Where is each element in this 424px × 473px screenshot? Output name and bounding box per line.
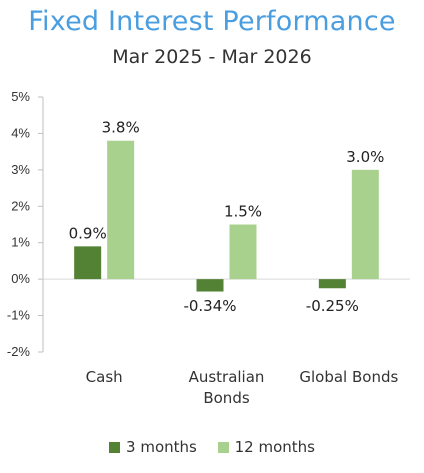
chart-title: Fixed Interest Performance	[28, 6, 396, 37]
legend-item-12-months: 12 months	[217, 438, 315, 456]
data-label: 3.0%	[346, 148, 384, 166]
legend-item-3-months: 3 months	[109, 438, 197, 456]
x-category-label: Australian Bonds	[189, 368, 265, 407]
bar-3-months	[74, 246, 102, 280]
x-category-label: Global Bonds	[299, 368, 398, 386]
chart-subtitle: Mar 2025 - Mar 2026	[112, 46, 312, 68]
legend-swatch-12-months	[217, 441, 229, 453]
y-tick-label: 3%	[11, 162, 30, 177]
data-label: 1.5%	[224, 203, 262, 221]
x-category-label: Cash	[86, 368, 123, 386]
data-label: -0.25%	[306, 297, 359, 315]
y-tick-label: 2%	[11, 198, 30, 213]
bar-12-months	[351, 169, 379, 280]
y-tick-label: 4%	[11, 125, 30, 140]
y-tick-label: -1%	[7, 308, 31, 323]
data-label: 3.8%	[102, 119, 140, 137]
bar-12-months	[107, 140, 135, 280]
bar-12-months	[229, 224, 257, 280]
y-tick-label: 1%	[11, 235, 30, 250]
y-tick-label: 5%	[11, 89, 30, 104]
legend-swatch-3-months	[109, 441, 121, 453]
y-tick-label: 0%	[11, 271, 30, 286]
legend-label-12-months: 12 months	[234, 438, 315, 456]
y-tick-label: -2%	[7, 344, 31, 359]
chart-legend: 3 months 12 months	[0, 438, 424, 457]
data-label: 0.9%	[69, 224, 107, 242]
data-label: -0.34%	[183, 297, 236, 315]
bar-3-months	[318, 279, 346, 289]
legend-label-3-months: 3 months	[126, 438, 197, 456]
bar-3-months	[196, 279, 224, 292]
